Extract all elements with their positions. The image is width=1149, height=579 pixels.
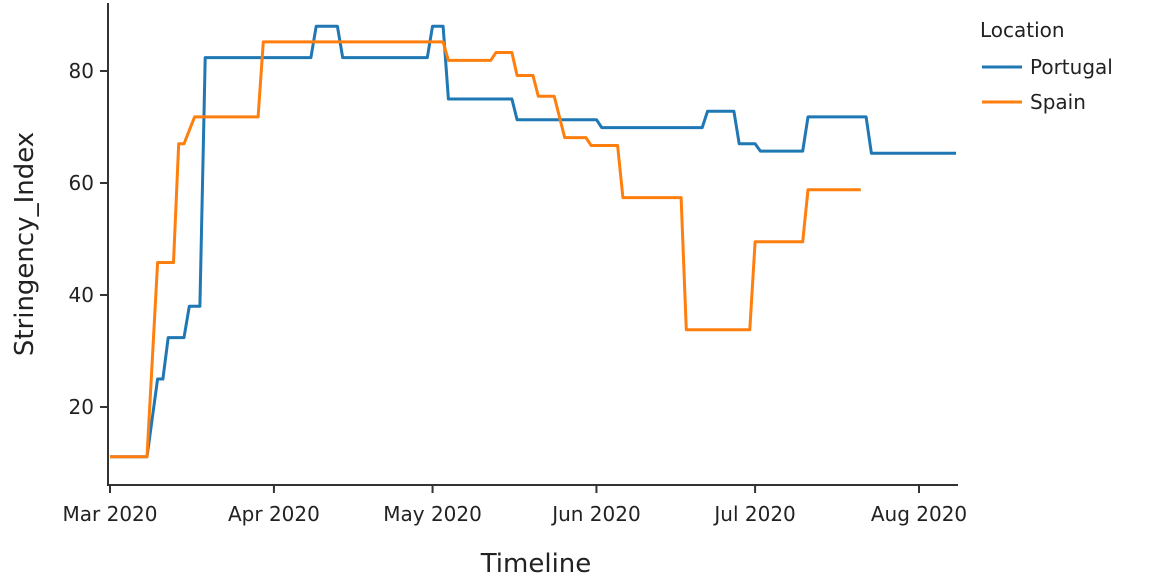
x-tick-label: May 2020 xyxy=(383,502,482,526)
x-tick-label: Jul 2020 xyxy=(712,502,795,526)
x-axis-title: Timeline xyxy=(480,549,592,579)
x-tick-label: Mar 2020 xyxy=(63,502,158,526)
axes: Mar 2020 Apr 2020 May 2020 Jun 2020 Jul 2020… xyxy=(63,3,967,526)
legend-label: Portugal xyxy=(1030,55,1113,79)
series-line-spain xyxy=(110,40,861,459)
legend-item-portugal[interactable]: Portugal xyxy=(982,55,1113,79)
x-tick-label: Aug 2020 xyxy=(871,502,967,526)
y-tick-label: 20 xyxy=(69,395,94,419)
legend-label: Spain xyxy=(1030,90,1086,114)
series-line-portugal xyxy=(110,24,956,459)
legend: Location Portugal Spain xyxy=(980,18,1113,114)
x-tick-label: Jun 2020 xyxy=(550,502,641,526)
y-tick-label: 80 xyxy=(69,59,94,83)
plot-area xyxy=(110,24,956,459)
legend-item-spain[interactable]: Spain xyxy=(982,90,1086,114)
legend-title: Location xyxy=(980,18,1065,42)
y-tick-label: 60 xyxy=(69,171,94,195)
y-axis-title: Stringency_Index xyxy=(10,132,40,356)
y-tick-label: 40 xyxy=(69,283,94,307)
x-tick-label: Apr 2020 xyxy=(228,502,320,526)
